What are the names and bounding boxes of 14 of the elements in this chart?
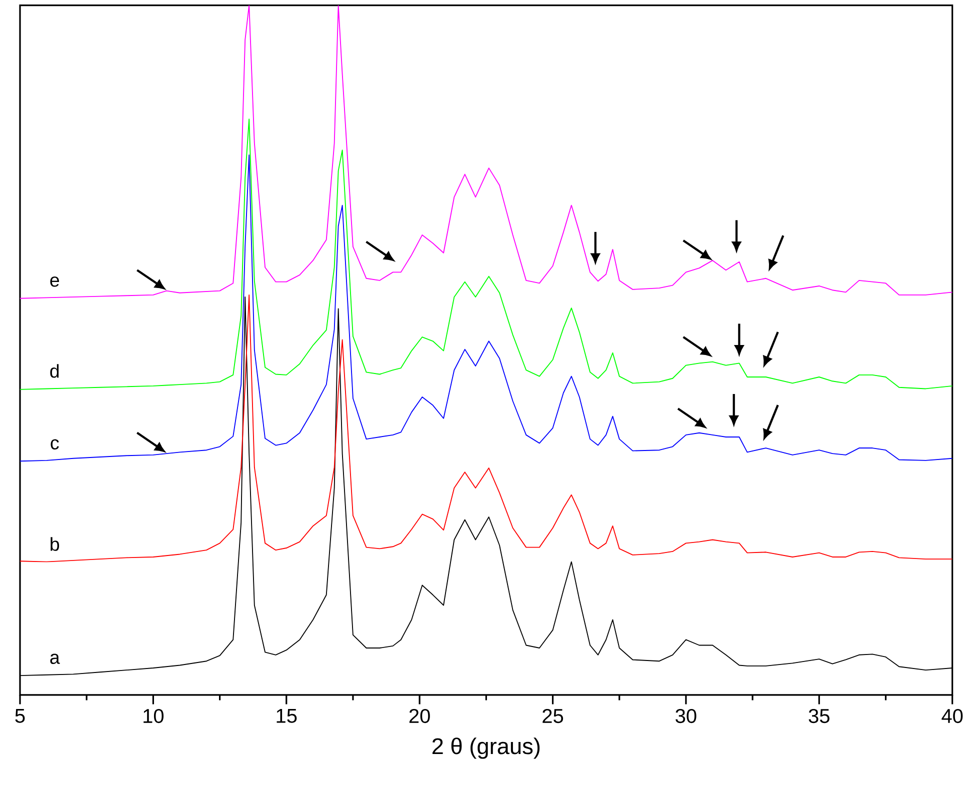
series-label: d [50, 364, 59, 378]
x-tick-label: 25 [542, 708, 564, 723]
x-tick-label: 40 [942, 708, 963, 723]
series-label: e [50, 276, 60, 287]
series-label: b [50, 537, 60, 551]
x-tick-label: 35 [808, 708, 830, 723]
series-label: a [50, 654, 60, 664]
x-tick-label: 10 [144, 708, 164, 723]
x-tick-label: 30 [676, 708, 696, 723]
x-tick-label: 5 [15, 708, 25, 723]
x-tick-label: 15 [276, 708, 297, 723]
x-axis-title: 2 θ (graus) [432, 737, 540, 759]
x-tick-label: 20 [409, 708, 430, 723]
series-label: c [50, 439, 59, 450]
